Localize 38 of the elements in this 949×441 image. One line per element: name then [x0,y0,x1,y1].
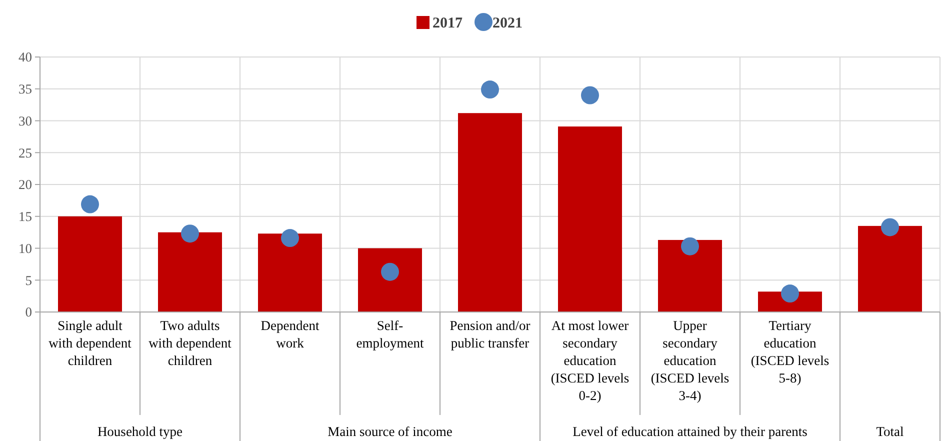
text: Household type [97,424,183,439]
point [581,86,599,104]
bar [158,232,222,312]
bar [858,226,922,312]
x-tick-label: Two adults with dependent children [148,318,232,368]
x-tick-label: Pension and/or public transfer [450,318,531,350]
x-tick-label: Self-employment [356,318,424,350]
point [281,229,299,248]
x-tick-label: Single adult with dependent children [48,318,132,368]
y-tick-label: 25 [18,145,32,160]
bar [558,126,622,312]
text: Total [876,424,904,439]
point [181,224,199,243]
x-tick-label: Upper secondary education (ISCED levels 3-4) [650,318,730,403]
point [481,80,499,99]
point [81,195,99,214]
y-tick-label: 10 [18,240,32,256]
y-tick-label: 0 [25,304,32,320]
point [881,218,899,236]
bar [458,113,522,312]
point [681,237,699,256]
y-tick-label: 5 [25,272,32,288]
bar [358,248,422,312]
y-tick-label: 20 [18,177,32,192]
x-tick-label: Tertiary education (ISCED levels 5-8) [750,318,830,386]
y-tick-label: 15 [18,209,32,224]
y-tick-label: 40 [18,50,32,65]
bar [258,234,322,312]
legend-label: 2017 [432,15,463,32]
bar [58,216,122,312]
y-tick-label: 30 [18,113,32,128]
x-tick-label: At most lower secondary education (ISCED levels 0-2) [550,318,630,403]
x-tick-label: Dependent work [260,318,320,350]
y-tick-label: 35 [18,82,32,97]
text: Level of education attained by their parents [572,424,808,439]
text: Main source of income [328,424,452,439]
bar [658,240,722,312]
legend-label: 2021 [492,15,522,32]
